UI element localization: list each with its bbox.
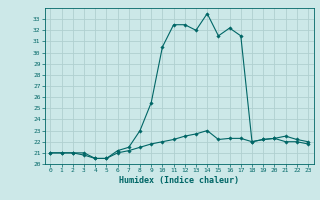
X-axis label: Humidex (Indice chaleur): Humidex (Indice chaleur): [119, 176, 239, 185]
